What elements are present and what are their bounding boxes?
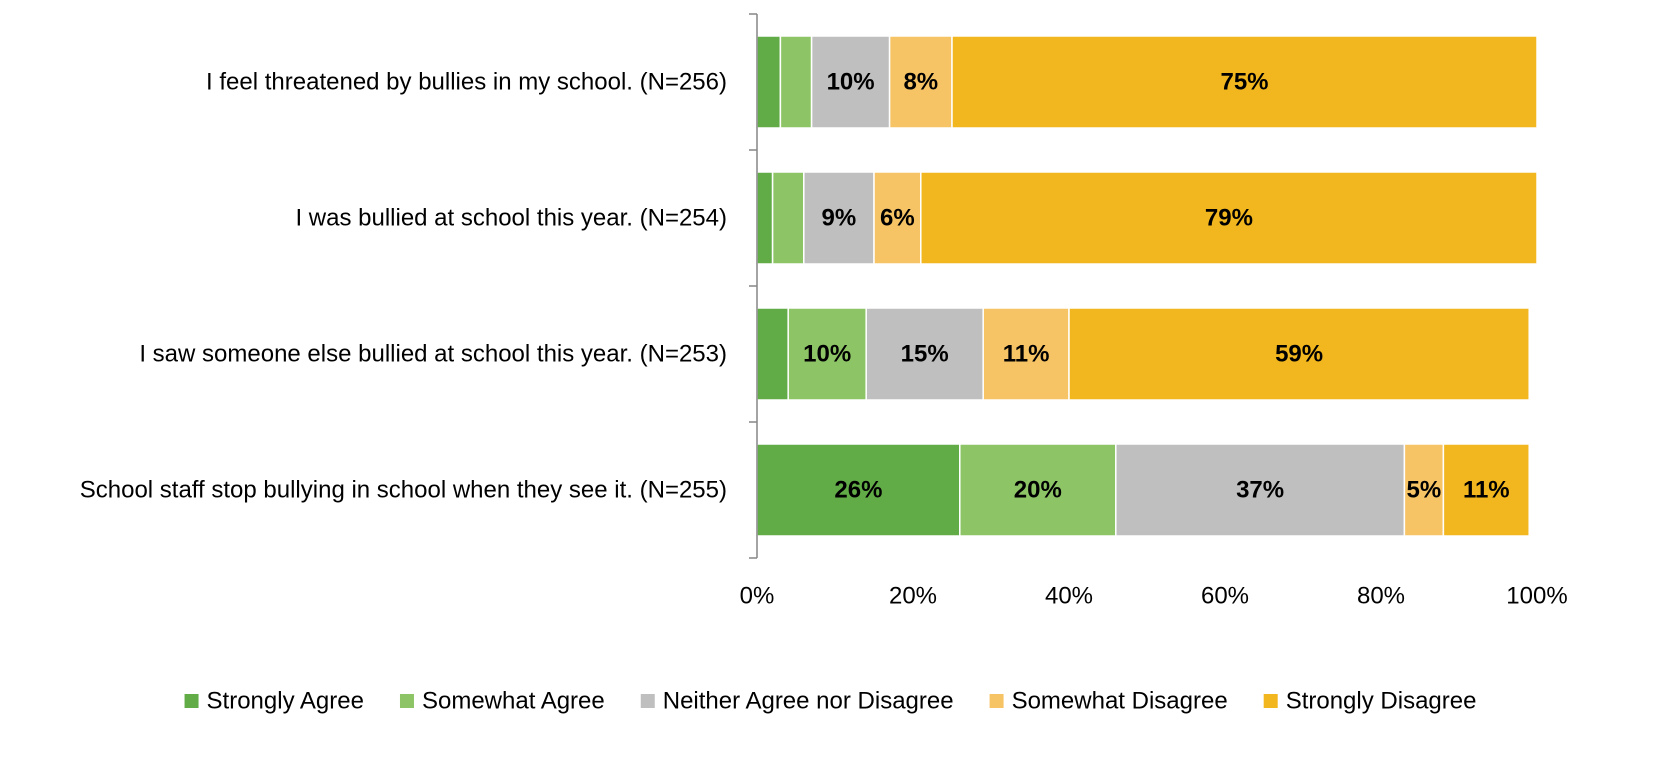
category-label-row-3: I saw someone else bullied at school thi… (139, 341, 727, 368)
bar-segment-neither-agree-nor-disagree-row-3 (865, 307, 984, 401)
bar-segment-somewhat-agree-row-4 (959, 443, 1117, 537)
legend-label-somewhat-agree: Somewhat Agree (422, 688, 605, 715)
category-labels: I feel threatened by bullies in my schoo… (80, 69, 727, 504)
bar-segment-somewhat-disagree-row-4 (1403, 443, 1445, 537)
bar-segment-somewhat-disagree-row-3 (982, 307, 1070, 401)
data-label-strongly-disagree-row-2: 79% (1205, 205, 1253, 232)
data-label-neither-agree-nor-disagree-row-1: 10% (827, 69, 875, 96)
data-label-strongly-agree-row-4: 26% (834, 477, 882, 504)
category-label-row-2: I was bullied at school this year. (N=25… (295, 205, 727, 232)
legend-swatch-somewhat-disagree (989, 694, 1004, 708)
data-label-strongly-disagree-row-1: 75% (1220, 69, 1268, 96)
legend-swatch-neither-agree-nor-disagree (640, 694, 655, 708)
bar-segment-somewhat-disagree-row-1 (888, 35, 953, 129)
data-label-somewhat-disagree-row-1: 8% (903, 69, 938, 96)
legend-label-neither-agree-nor-disagree: Neither Agree nor Disagree (663, 688, 954, 715)
bar-segment-strongly-disagree-row-3 (1068, 307, 1530, 401)
bar-segment-neither-agree-nor-disagree-row-1 (810, 35, 891, 129)
data-label-neither-agree-nor-disagree-row-2: 9% (822, 205, 857, 232)
legend-label-strongly-disagree: Strongly Disagree (1286, 688, 1477, 715)
legend-swatch-strongly-agree (184, 694, 199, 708)
bar-segment-neither-agree-nor-disagree-row-4 (1115, 443, 1406, 537)
data-label-somewhat-disagree-row-2: 6% (880, 205, 915, 232)
bar-segment-somewhat-agree-row-2 (771, 171, 805, 265)
bars-layer: 10% 8% 75% 9% 6% 79% 10% 15% 11% 59% 26% 20% 37% 5% 11… (756, 35, 1538, 537)
legend-swatch-somewhat-agree (399, 694, 414, 708)
bar-segment-somewhat-agree-row-3 (787, 307, 867, 401)
legend: Strongly Agree Somewhat Agree Neither Agre… (184, 688, 1477, 715)
x-tick-label-80: 80% (1357, 583, 1405, 610)
category-label-row-4: School staff stop bullying in school whe… (80, 477, 727, 504)
data-label-neither-agree-nor-disagree-row-3: 15% (901, 341, 949, 368)
data-label-somewhat-disagree-row-4: 5% (1407, 477, 1442, 504)
bar-segment-strongly-disagree-row-2 (920, 171, 1538, 265)
x-tick-labels: 0% 20% 40% 60% 80% 100% (740, 583, 1568, 610)
x-tick-label-60: 60% (1201, 583, 1249, 610)
bar-segment-strongly-agree-row-1 (756, 35, 782, 129)
legend-label-strongly-agree: Strongly Agree (207, 688, 364, 715)
data-label-somewhat-agree-row-4: 20% (1014, 477, 1062, 504)
data-label-neither-agree-nor-disagree-row-4: 37% (1236, 477, 1284, 504)
legend-swatch-strongly-disagree (1263, 694, 1278, 708)
data-label-strongly-disagree-row-4: 11% (1463, 477, 1510, 504)
category-label-row-1: I feel threatened by bullies in my schoo… (206, 69, 727, 96)
x-tick-label-40: 40% (1045, 583, 1093, 610)
bar-segment-strongly-disagree-row-4 (1442, 443, 1530, 537)
data-label-strongly-disagree-row-3: 59% (1275, 341, 1323, 368)
bar-segment-somewhat-disagree-row-2 (873, 171, 922, 265)
bar-segment-strongly-agree-row-3 (756, 307, 789, 401)
bar-segment-somewhat-agree-row-1 (779, 35, 813, 129)
data-label-somewhat-disagree-row-3: 11% (1003, 341, 1050, 368)
x-tick-label-20: 20% (889, 583, 937, 610)
x-tick-label-100: 100% (1506, 583, 1567, 610)
legend-label-somewhat-disagree: Somewhat Disagree (1012, 688, 1228, 715)
bar-segment-strongly-agree-row-2 (756, 171, 774, 265)
bar-segment-strongly-disagree-row-1 (951, 35, 1538, 129)
axes-layer (749, 13, 758, 559)
data-label-somewhat-agree-row-3: 10% (803, 341, 851, 368)
x-tick-label-0: 0% (740, 583, 775, 610)
